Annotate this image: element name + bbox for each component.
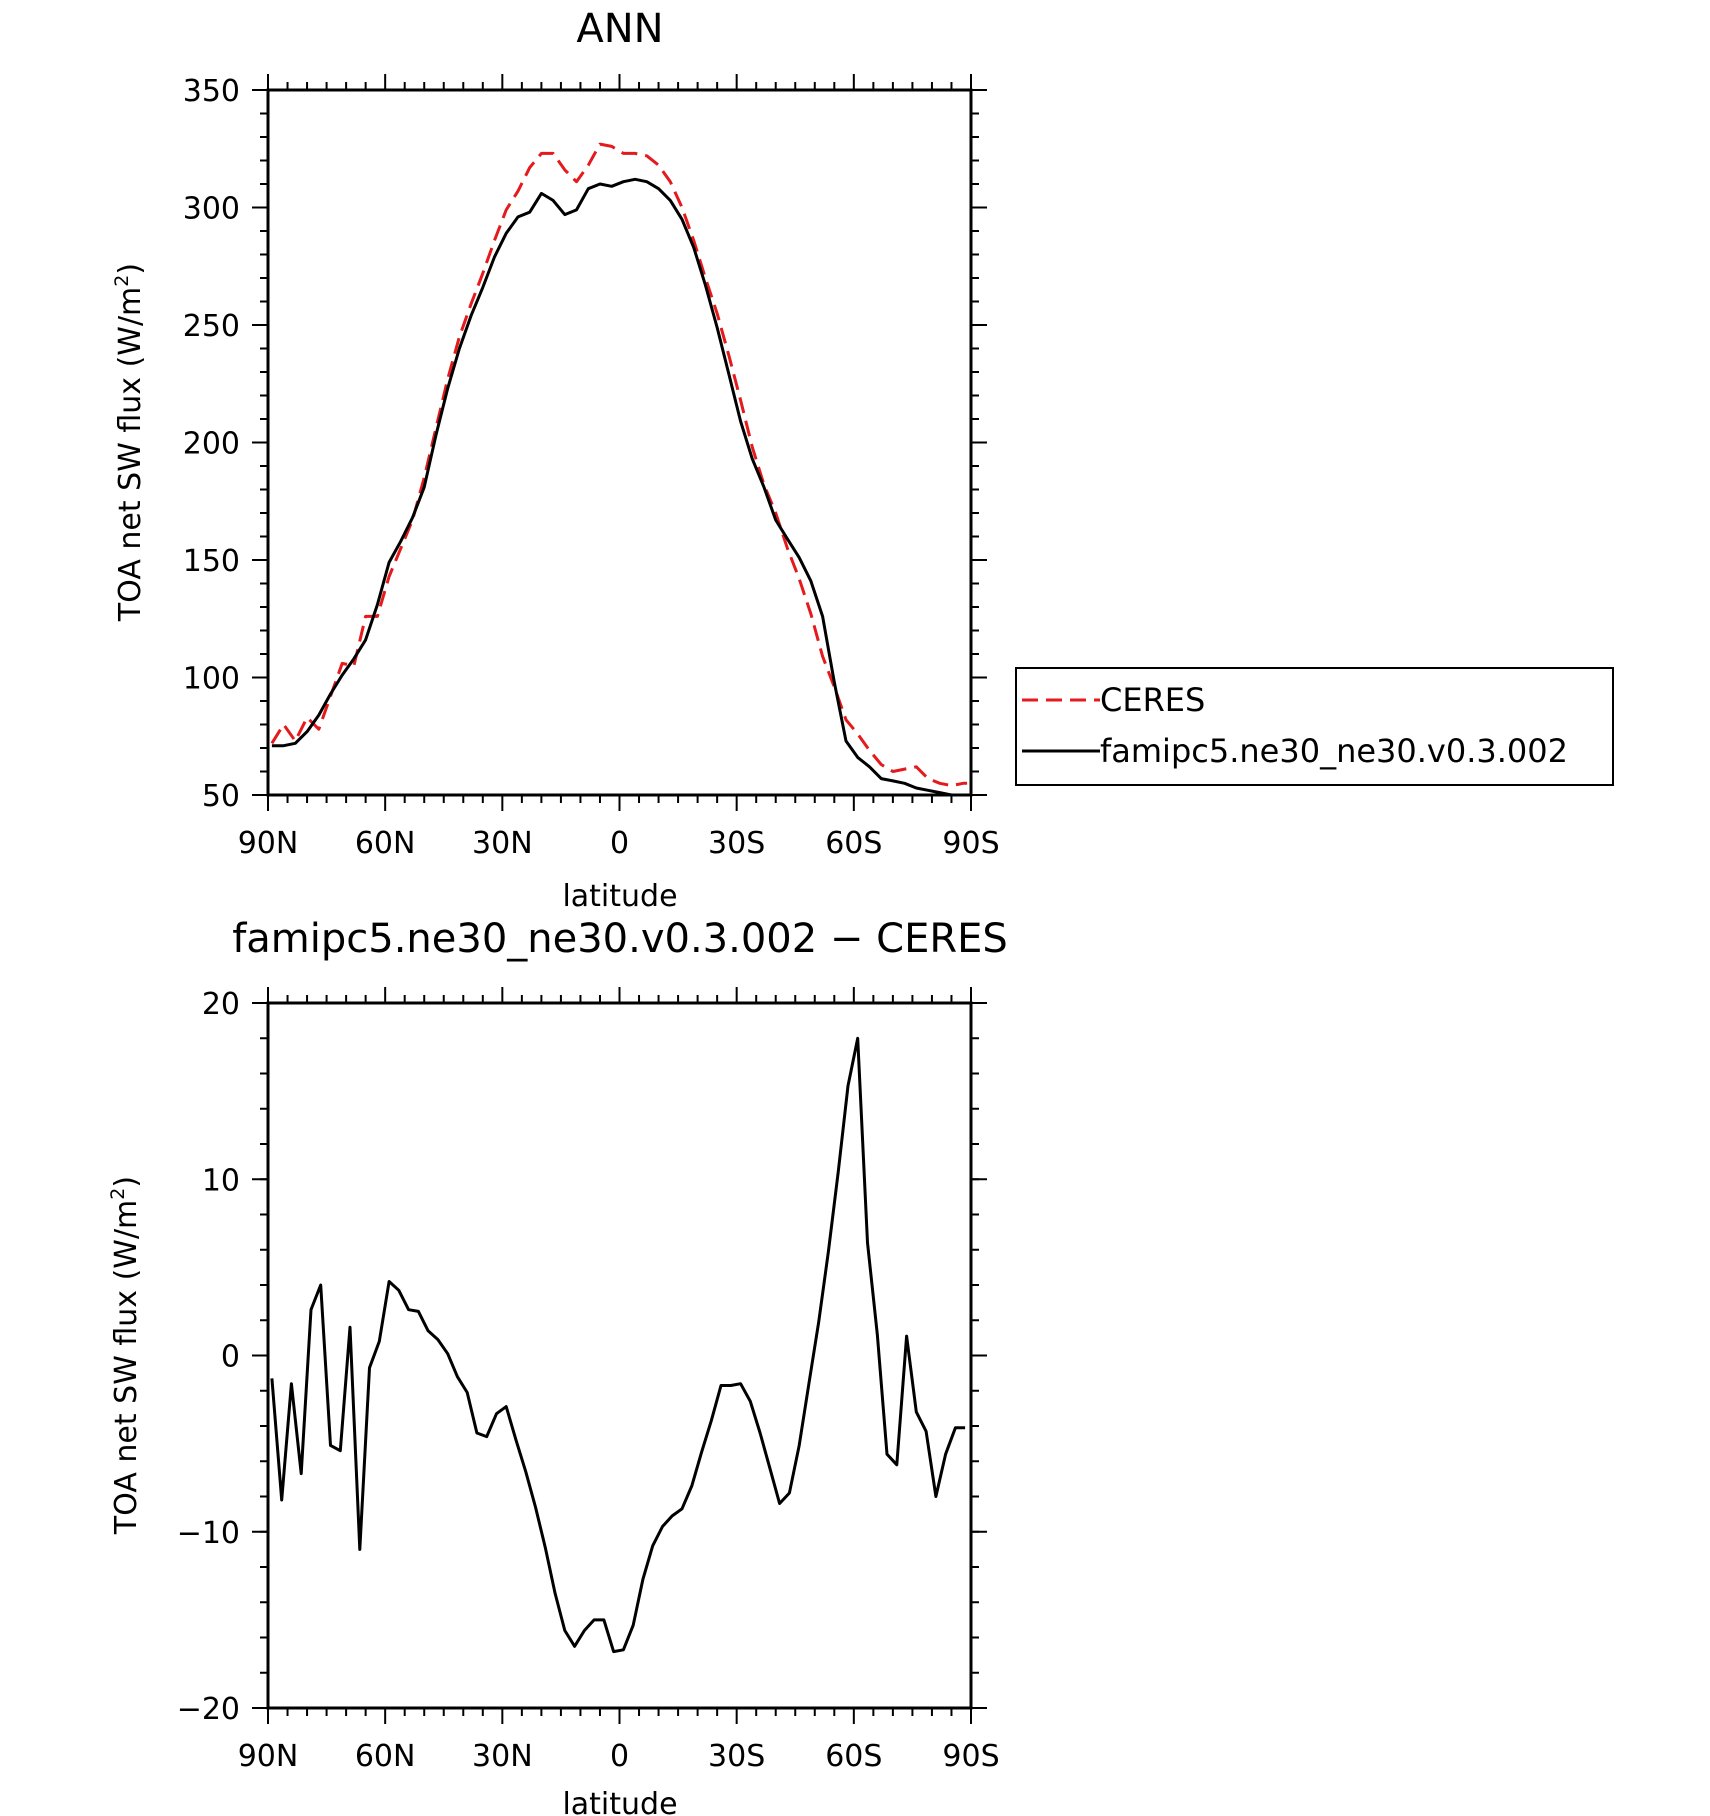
y-tick-label: 150 xyxy=(183,544,240,579)
top-legend: CERES famipc5.ne30_ne30.v0.3.002 xyxy=(1015,667,1614,786)
top-ticks xyxy=(252,74,987,811)
bottom-y-tick-labels: −20 −10 0 10 20 xyxy=(177,987,240,1727)
top-x-axis-label: latitude xyxy=(562,879,677,914)
x-tick-label: 30S xyxy=(708,1739,765,1774)
y-tick-label: 0 xyxy=(221,1340,240,1375)
y-tick-label: 20 xyxy=(202,987,240,1022)
x-tick-label: 90S xyxy=(942,826,999,861)
x-tick-label: 90S xyxy=(942,1739,999,1774)
x-tick-label: 90N xyxy=(238,1739,299,1774)
top-y-axis-label: TOA net SW flux (W/m2) xyxy=(111,263,148,622)
bottom-x-axis-label: latitude xyxy=(562,1787,677,1816)
top-y-tick-labels: 50 100 150 200 250 300 350 xyxy=(183,74,240,814)
y-tick-label: 200 xyxy=(183,427,240,462)
bottom-ticks xyxy=(252,987,987,1724)
y-tick-label: −10 xyxy=(177,1516,240,1551)
x-tick-label: 60S xyxy=(825,1739,882,1774)
x-tick-label: 60N xyxy=(355,826,416,861)
legend-ceres-label: CERES xyxy=(1100,681,1205,719)
y-tick-label: 300 xyxy=(183,192,240,227)
x-tick-label: 0 xyxy=(610,1739,629,1774)
series-line-1 xyxy=(270,1036,966,1654)
y-tick-label: −20 xyxy=(177,1692,240,1727)
x-tick-label: 30S xyxy=(708,826,765,861)
y-tick-label: 100 xyxy=(183,662,240,697)
x-tick-label: 30N xyxy=(472,1739,533,1774)
x-tick-label: 30N xyxy=(472,826,533,861)
x-tick-label: 90N xyxy=(238,826,299,861)
top-plot-frame xyxy=(266,88,973,797)
series-line-2 xyxy=(271,177,968,797)
legend-model-label: famipc5.ne30_ne30.v0.3.002 xyxy=(1100,732,1568,770)
bottom-chart-title: famipc5.ne30_ne30.v0.3.002 − CERES xyxy=(232,916,1008,962)
x-tick-label: 0 xyxy=(610,826,629,861)
x-tick-label: 60N xyxy=(355,1739,416,1774)
top-panel: ANN 90N 60N 30N 0 30S 60S 90S 50 100 150 200 250 30… xyxy=(111,6,1614,914)
y-tick-label: 10 xyxy=(202,1163,240,1198)
x-tick-label: 60S xyxy=(825,826,882,861)
top-series-lines xyxy=(270,142,968,797)
top-x-tick-labels: 90N 60N 30N 0 30S 60S 90S xyxy=(238,826,1000,861)
bottom-panel: famipc5.ne30_ne30.v0.3.002 − CERES 90N 60… xyxy=(107,916,1008,1816)
bottom-y-axis-label-superscript: 2 xyxy=(107,1188,129,1200)
bottom-x-tick-labels: 90N 60N 30N 0 30S 60S 90S xyxy=(238,1739,1000,1774)
bottom-series-lines xyxy=(270,1036,966,1654)
top-y-axis-label-superscript: 2 xyxy=(111,275,133,287)
y-tick-label: 350 xyxy=(183,74,240,109)
bottom-y-axis-label: TOA net SW flux (W/m2) xyxy=(107,1176,144,1535)
top-chart-title: ANN xyxy=(576,6,663,52)
y-tick-label: 250 xyxy=(183,309,240,344)
series-line-1 xyxy=(270,142,968,788)
y-tick-label: 50 xyxy=(202,779,240,814)
legend-box xyxy=(1015,667,1614,786)
